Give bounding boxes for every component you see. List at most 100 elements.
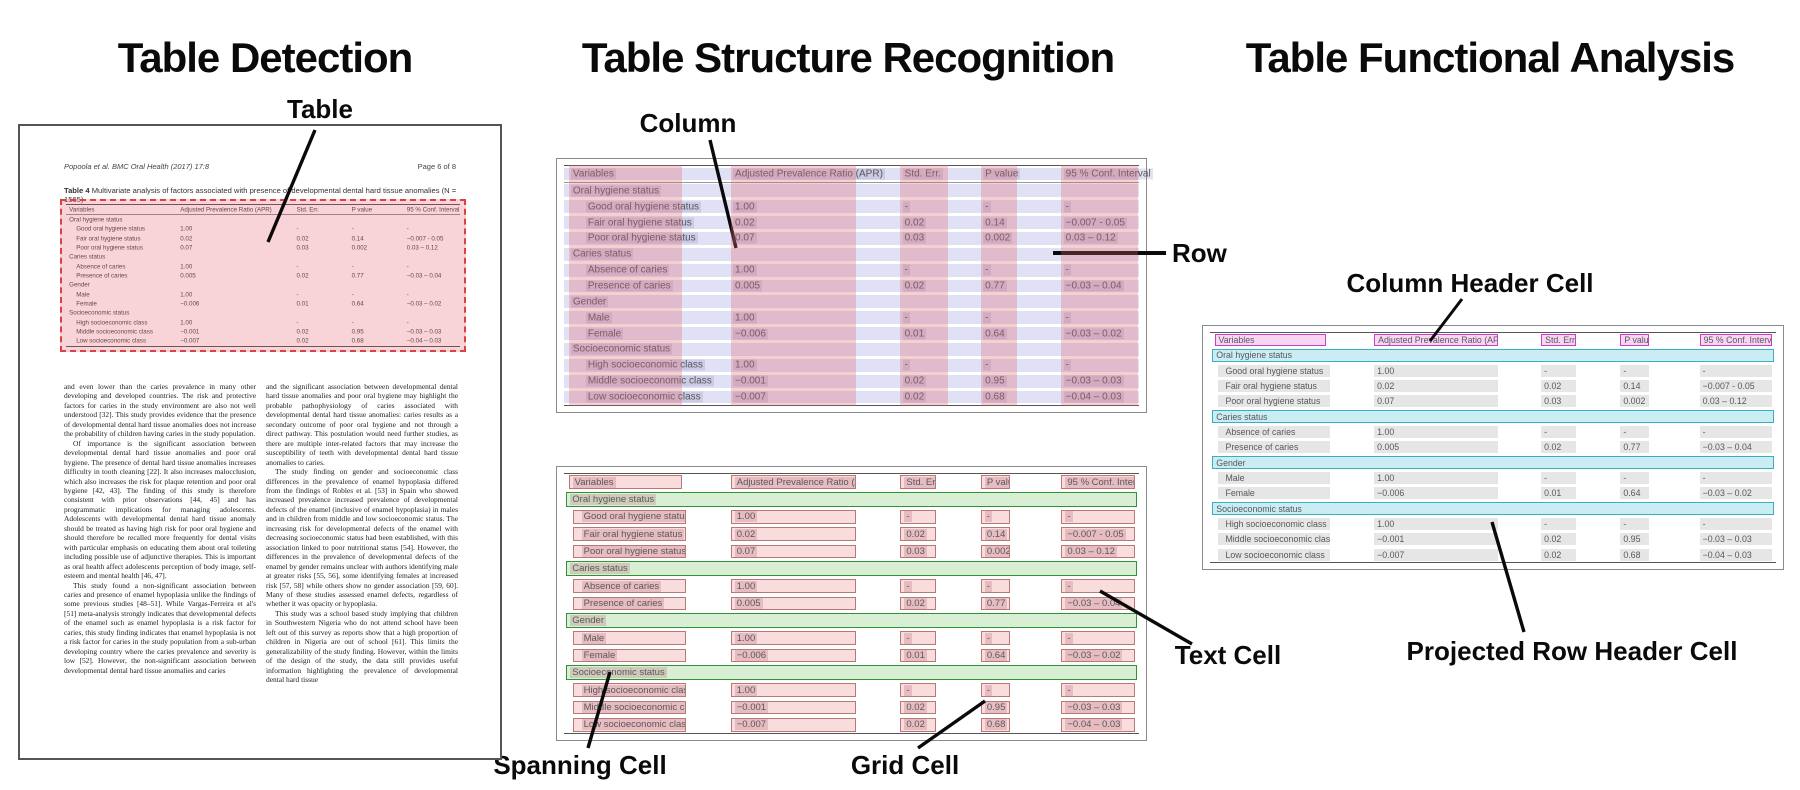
grid-cell-box: Std. Err. <box>900 475 937 489</box>
text-cell-highlight: −0.03 – 0.04 <box>1065 597 1123 609</box>
structure-cell-text: −0.03 – 0.03 <box>1063 375 1124 387</box>
doc-cell-label: Presence of caries <box>76 272 128 280</box>
grid-cell-box: - <box>980 509 1010 524</box>
text-cell-highlight: Gender <box>570 615 606 627</box>
doc-cell-label: Socioeconomic status <box>69 309 130 317</box>
doc-cell-label: Caries status <box>69 253 106 261</box>
body-paragraph: and the significant association between … <box>266 382 458 467</box>
structure-rows: Variables Adjusted Prevalence Ratio (APR)… <box>564 165 1153 406</box>
document-table-data-row: 1.00 - - - Absence of caries <box>66 262 460 271</box>
document-table-data-row: −0.001 0.02 0.95 −0.03 – 0.03 Middle socioec… <box>66 327 460 336</box>
text-cell-highlight: 1.00 <box>734 580 758 592</box>
doc-cell: 0.14 <box>351 235 364 243</box>
grid-cell-box: −0.03 – 0.02 <box>1061 648 1135 663</box>
structure-cell-text: Socioeconomic status <box>570 343 673 355</box>
structure-cell-text: 1.00 <box>733 312 757 324</box>
doc-cell: 1.00 <box>180 225 193 233</box>
label-spanning-cell: Spanning Cell <box>493 750 667 780</box>
text-cell-highlight: 0.02 <box>734 528 758 540</box>
text-cell-box: 0.03 – 0.12 <box>1699 395 1773 408</box>
grid-cell-box: 0.95 <box>980 700 1010 715</box>
text-cell-highlight: - <box>904 580 912 592</box>
running-head-left: Popoola et al. BMC Oral Health (2017) 17… <box>64 162 210 171</box>
structure-header-row: Variables Adjusted Prevalence Ratio (APR)… <box>564 165 1153 183</box>
structure-cell-text: Low socioeconomic class <box>585 391 703 403</box>
structure-cell-text: −0.001 <box>733 375 768 387</box>
doc-cell: 0.07 <box>180 244 193 252</box>
grid-cell-box: 1.00 <box>730 579 857 593</box>
column-header-cell-box: Variables <box>1214 334 1327 347</box>
doc-cell: 0.95 <box>351 328 364 336</box>
document-table-data-row: 1.00 - - - High socioeconomic class <box>66 318 460 327</box>
cells-data-row: Good oral hygiene status 1.00 - - - <box>564 509 1139 525</box>
text-cell-highlight: 0.64 <box>984 649 1008 661</box>
column-band <box>1061 165 1138 406</box>
grid-cell-box: 0.03 – 0.12 <box>1061 544 1135 559</box>
text-cell-box: - <box>1699 518 1773 531</box>
structure-cell-text: 0.02 <box>902 391 927 403</box>
text-cell-box: −0.007 - 0.05 <box>1699 380 1773 393</box>
structure-cell-text: 1.00 <box>733 201 757 213</box>
text-cell-highlight: 0.03 – 0.12 <box>1065 545 1117 557</box>
doc-cell-label: Absence of caries <box>76 263 126 271</box>
structure-cell-text: 0.005 <box>733 280 763 292</box>
title-table-detection: Table Detection <box>117 34 414 81</box>
text-cell-highlight: - <box>984 684 993 696</box>
structure-cell-text: Middle socioeconomic class <box>585 375 714 387</box>
text-cell-box: 0.07 <box>1374 395 1498 408</box>
structure-cell-text: 0.02 <box>902 217 927 228</box>
text-cell-box: - <box>1620 518 1649 531</box>
text-cell-highlight: Good oral hygiene status <box>581 511 685 523</box>
document-table-section-row: Socioeconomic status <box>66 309 460 318</box>
document-page: Popoola et al. BMC Oral Health (2017) 17… <box>18 124 502 760</box>
body-paragraph: Of importance is the significant associa… <box>64 438 256 581</box>
text-cell-highlight: - <box>1065 580 1073 592</box>
document-table-rows: Variables Adjusted Prevalence Ratio (APR)… <box>66 204 460 347</box>
document-table: Variables Adjusted Prevalence Ratio (APR)… <box>60 199 466 352</box>
cells-data-row: Middle socioeconomic class −0.001 0.02 0.95… <box>564 699 1139 715</box>
text-cell-highlight: 1.00 <box>734 632 758 644</box>
structure-cell-text: - <box>902 359 911 371</box>
doc-cell: 0.03 <box>296 244 309 252</box>
doc-cell: −0.04 – 0.03 <box>406 337 442 345</box>
column-band <box>980 165 1017 406</box>
doc-cell: - <box>406 263 409 271</box>
structure-cell-text: 0.77 <box>983 280 1007 292</box>
grid-cell-box: Good oral hygiene status <box>572 509 686 524</box>
structure-data-row: Fair oral hygiene status 0.02 0.02 0.14 −0.0… <box>564 215 1139 231</box>
spanning-cell-box: Caries status <box>566 561 1137 576</box>
text-cell-highlight: −0.03 – 0.02 <box>1065 649 1123 661</box>
grid-cell-box: Middle socioeconomic class <box>572 700 686 715</box>
text-cell-highlight: 0.002 <box>984 545 1009 557</box>
text-cell-highlight: - <box>1065 632 1073 644</box>
text-cell-highlight: 0.07 <box>734 545 758 557</box>
text-cell-highlight: Male <box>581 632 607 644</box>
structure-cell-text: 0.02 <box>902 375 927 387</box>
structure-cell-text: 0.68 <box>983 391 1007 403</box>
structure-cell-text: - <box>902 312 911 324</box>
doc-cell-label: High socioeconomic class <box>76 319 148 327</box>
grid-cell-box: Low socioeconomic class <box>572 717 686 732</box>
cells-section-row: Oral hygiene status <box>564 491 1139 507</box>
column-header-cell-box: Adjusted Prevalence Ratio (APR) <box>1374 334 1498 347</box>
structure-cell-text: Std. Err. <box>902 168 943 180</box>
doc-cell: −0.03 – 0.03 <box>406 328 442 336</box>
cells-section-row: Caries status <box>564 561 1139 577</box>
grid-cell-box: Poor oral hygiene status <box>572 544 686 559</box>
doc-cell-label: Oral hygiene status <box>69 216 123 224</box>
text-cell-highlight: 0.02 <box>904 528 927 540</box>
text-cell-highlight: Absence of caries <box>581 580 662 592</box>
doc-cell: 0.01 <box>296 300 309 308</box>
functional-data-row: Middle socioeconomic class −0.001 0.02 0.95… <box>1210 532 1776 546</box>
doc-cell: −0.006 <box>180 300 200 308</box>
text-cell-highlight: 1.00 <box>734 511 758 523</box>
structure-cell-text: High socioeconomic class <box>585 359 705 371</box>
text-cell-highlight: 0.77 <box>984 597 1008 609</box>
text-cell-highlight: −0.03 – 0.03 <box>1065 701 1123 713</box>
text-cell-box: 1.00 <box>1374 472 1498 485</box>
structure-section-row: Gender <box>564 294 1139 310</box>
functional-section-row: Oral hygiene status <box>1210 348 1776 362</box>
functional-data-row: Low socioeconomic class −0.007 0.02 0.68 −0.… <box>1210 548 1776 563</box>
text-cell-box: 0.002 <box>1620 395 1649 408</box>
text-cell-box: Presence of caries <box>1218 441 1330 454</box>
